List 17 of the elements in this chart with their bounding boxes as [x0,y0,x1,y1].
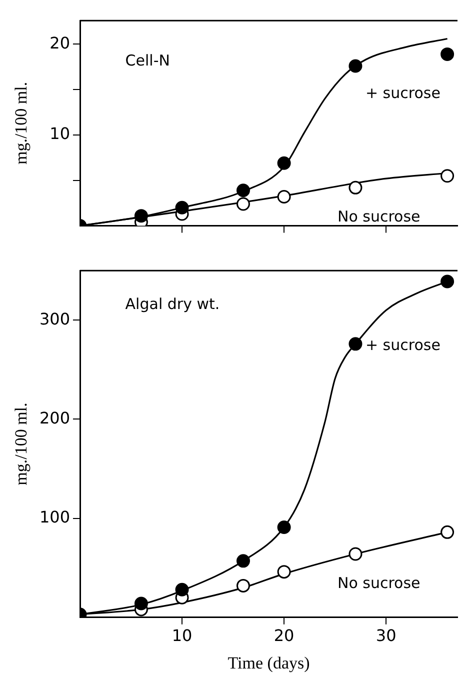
x-tick-label: 20 [274,626,294,646]
series-label: + sucrose [365,84,440,102]
series-label: + sucrose [365,336,440,354]
series-label: No sucrose [337,208,420,226]
y-tick-label: 300 [39,309,70,328]
x-tick-label: 10 [172,626,192,646]
x-tick-label: 30 [376,626,396,646]
x-axis-title: Time (days) [228,653,310,672]
y-axis-title: mg./100 ml. [12,82,31,165]
y-axis-title: mg./100 ml. [12,402,31,486]
series-label: No sucrose [337,574,420,592]
y-tick-label: 10 [50,124,70,144]
y-tick-label: 20 [50,33,70,52]
y-tick-label: 200 [39,408,70,428]
annotation: Cell-N [125,52,170,70]
annotation: Algal dry wt. [125,295,220,314]
y-tick-label: 100 [39,507,70,526]
